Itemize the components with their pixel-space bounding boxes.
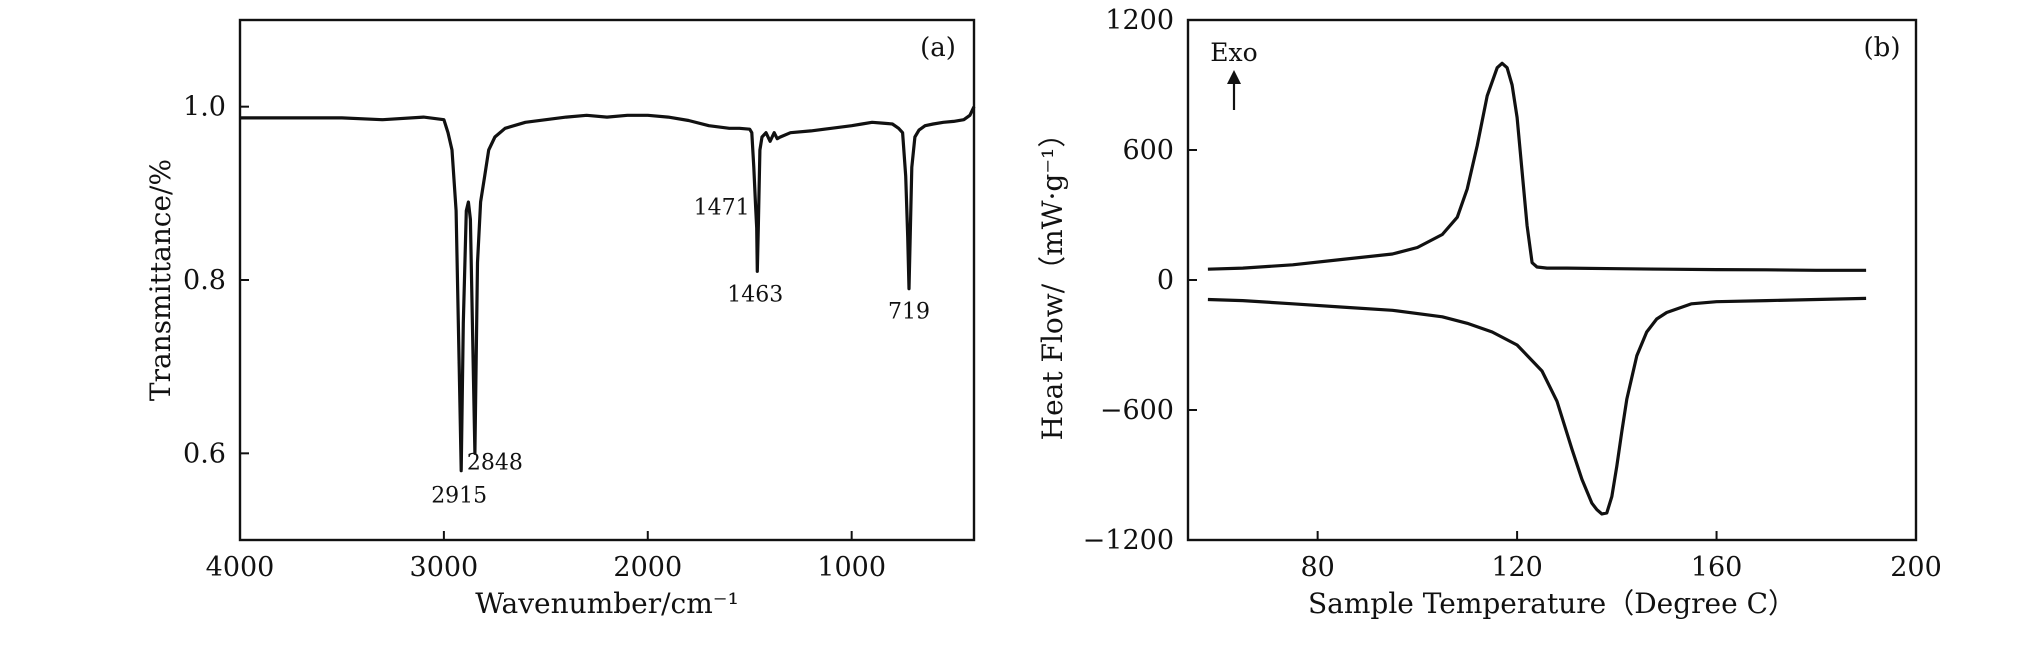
x-tick-label: 1000	[817, 552, 886, 583]
panel-a-x-axis: 4000 3000 2000 1000	[206, 531, 886, 583]
panel-b-cooling-curve	[1207, 296, 1867, 516]
panel-a-chart: 4000 3000 2000 1000 0.6 0.8 1.0 2915 2848 1471 1…	[144, 18, 976, 620]
peak-label-1463: 1463	[727, 282, 783, 307]
peak-label-1471: 1471	[694, 195, 750, 220]
y-tick-label: −600	[1100, 395, 1174, 426]
panel-b-y-axis-title: Heat Flow/（mW·g⁻¹）	[1036, 120, 1069, 441]
y-tick-label: 0.6	[183, 438, 226, 469]
panel-b-x-axis-title: Sample Temperature（Degree C）	[1308, 587, 1796, 620]
x-tick-label: 3000	[410, 552, 479, 583]
y-tick-label: 600	[1122, 135, 1174, 166]
peak-label-2915: 2915	[431, 484, 487, 509]
panel-a-label: (a)	[920, 33, 956, 63]
panel-b-chart: 80 120 160 200 −1200 −600 0 600 1200 Exo (b) Sa…	[1036, 5, 1942, 620]
x-tick-label: 160	[1691, 552, 1743, 583]
y-tick-label: −1200	[1083, 525, 1174, 556]
panel-a-peak-annotations: 2915 2848 1471 1463 719	[431, 195, 930, 508]
panel-b-plot-frame	[1186, 18, 1918, 542]
panel-a-plot-frame	[238, 18, 976, 542]
panel-a-x-axis-title: Wavenumber/cm⁻¹	[475, 587, 739, 620]
panel-a-series-line	[240, 106, 976, 473]
exo-arrow-icon	[1227, 70, 1241, 110]
x-tick-label: 2000	[613, 552, 682, 583]
x-tick-label: 80	[1300, 552, 1334, 583]
panel-a-y-axis-title: Transmittance/%	[144, 159, 177, 401]
y-tick-label: 0	[1157, 265, 1174, 296]
panel-b-label: (b)	[1864, 33, 1901, 63]
peak-label-719: 719	[888, 300, 930, 325]
panel-a-y-axis: 0.6 0.8 1.0	[183, 92, 249, 469]
y-tick-label: 1.0	[183, 92, 226, 123]
x-tick-label: 200	[1890, 552, 1942, 583]
x-tick-label: 120	[1491, 552, 1543, 583]
panel-b-y-axis: −1200 −600 0 600 1200	[1083, 5, 1197, 556]
panel-b-x-axis: 80 120 160 200	[1300, 531, 1942, 583]
x-tick-label: 4000	[206, 552, 275, 583]
y-tick-label: 0.8	[183, 265, 226, 296]
y-tick-label: 1200	[1105, 5, 1174, 36]
peak-label-2848: 2848	[467, 450, 523, 475]
exo-label: Exo	[1210, 38, 1257, 67]
panel-b-heating-curve	[1207, 61, 1867, 272]
